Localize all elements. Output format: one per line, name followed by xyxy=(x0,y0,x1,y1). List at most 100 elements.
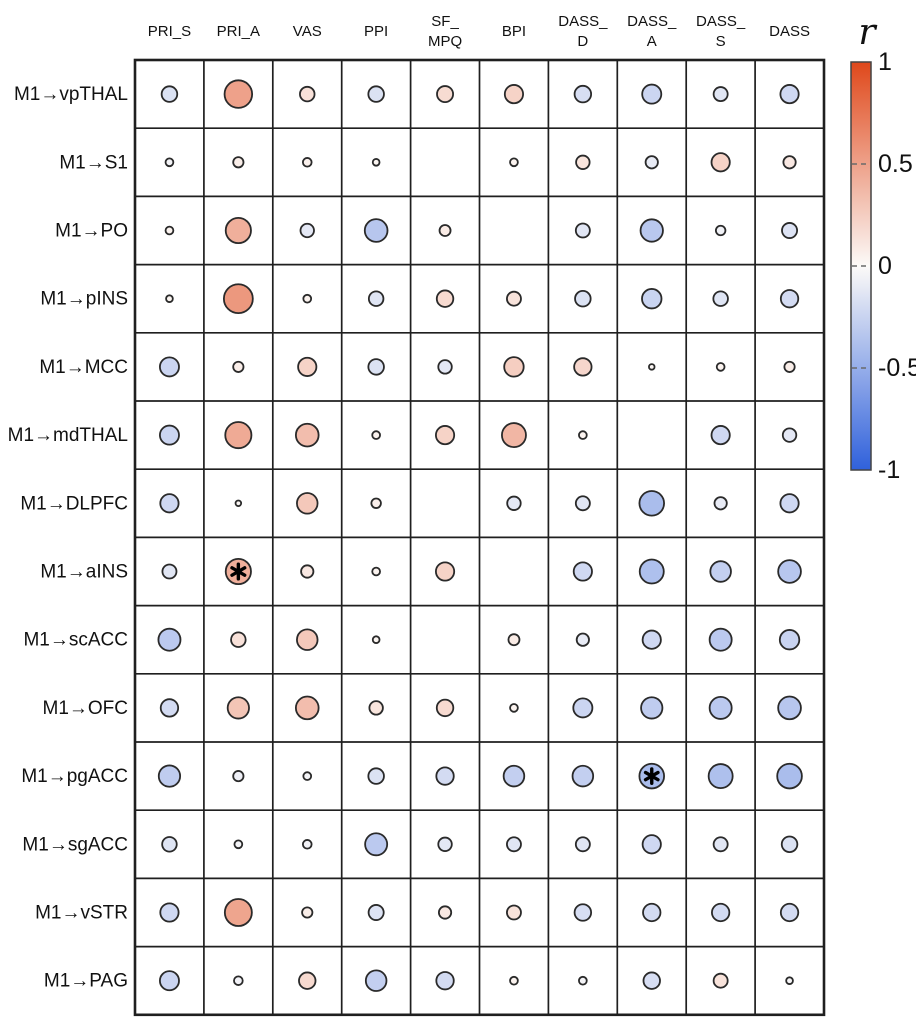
column-label: DASS_ A xyxy=(627,13,677,50)
correlation-bubble xyxy=(223,79,254,109)
column-label: DASS_ S xyxy=(696,13,746,50)
correlation-bubble xyxy=(158,356,180,378)
row-label: M1→S1 xyxy=(59,152,128,173)
correlation-bubble xyxy=(371,635,381,644)
correlation-bubble xyxy=(506,836,522,853)
correlation-bubble xyxy=(506,904,522,921)
correlation-bubble xyxy=(777,559,802,584)
correlation-bubble xyxy=(371,158,381,167)
correlation-bubble xyxy=(571,764,595,788)
correlation-bubble xyxy=(640,696,664,720)
correlation-bubble xyxy=(779,493,800,514)
correlation-bubble xyxy=(783,360,796,373)
correlation-bubble xyxy=(578,975,588,986)
row-label: M1→PAG xyxy=(44,971,128,992)
row-label: M1→vSTR xyxy=(35,903,128,924)
correlation-bubble xyxy=(642,971,661,990)
column-label: PPI xyxy=(364,23,388,40)
colorbar-tick-label: 0 xyxy=(878,252,892,280)
row-label: M1→scACC xyxy=(23,630,128,651)
column-label: DASS_ D xyxy=(558,13,608,50)
row-label: M1→vpTHAL xyxy=(14,84,128,105)
correlation-bubble xyxy=(707,763,734,790)
correlation-bubble xyxy=(157,627,182,652)
significance-asterisk xyxy=(230,566,247,577)
correlation-bubble xyxy=(437,836,453,852)
correlation-bubble xyxy=(710,425,731,446)
correlation-bubble xyxy=(435,425,456,446)
correlation-bubble xyxy=(371,430,381,440)
correlation-bubble xyxy=(708,695,733,720)
correlation-bubble xyxy=(641,288,663,310)
correlation-bubble xyxy=(502,764,526,788)
colorbar-title: r xyxy=(858,12,877,53)
correlation-bubble xyxy=(778,629,801,651)
correlation-bubble xyxy=(712,86,729,103)
correlation-bubble xyxy=(572,561,593,582)
row-label: M1→DLPFC xyxy=(20,493,128,514)
correlation-bubble xyxy=(782,155,797,170)
correlation-bubble xyxy=(509,703,519,713)
correlation-bubble xyxy=(233,839,244,850)
correlation-bubble xyxy=(224,216,252,245)
correlation-bubble xyxy=(712,290,729,307)
correlation-bubble xyxy=(711,902,731,923)
correlation-bubble xyxy=(435,289,455,308)
correlation-bubble xyxy=(226,696,250,720)
correlation-bubble xyxy=(224,421,253,450)
correlation-bubble xyxy=(644,155,659,170)
correlation-bubble xyxy=(364,969,388,992)
correlation-bubble xyxy=(785,976,794,985)
correlation-bubble xyxy=(715,362,726,372)
correlation-bubble xyxy=(161,563,178,580)
correlation-bubble xyxy=(230,631,247,648)
correlation-bubble xyxy=(435,561,456,582)
bubble-matrix xyxy=(133,58,826,1017)
correlation-bubble xyxy=(574,222,591,239)
correlation-bubble xyxy=(159,902,180,923)
correlation-bubble xyxy=(435,698,455,718)
correlation-bubble xyxy=(641,83,663,105)
correlation-bubble xyxy=(709,560,732,583)
correlation-bubble xyxy=(437,359,453,375)
correlation-bubble xyxy=(368,700,384,716)
row-label: M1→pINS xyxy=(40,289,128,310)
column-label: PRI_S xyxy=(148,23,191,40)
correlation-bubble xyxy=(158,970,180,992)
correlation-bubble xyxy=(779,902,800,923)
correlation-bubble xyxy=(164,157,175,168)
correlation-bubble xyxy=(638,558,665,585)
correlation-bubble xyxy=(503,84,524,105)
correlation-bubble xyxy=(301,906,314,919)
correlation-bubble xyxy=(575,154,591,170)
correlation-bubble xyxy=(158,424,180,446)
row-label: M1→aINS xyxy=(40,562,128,583)
column-headers: PRI_S PRI_A VAS PPI SF_ MPQ BPI DASS_ D DASS_ A DAS… xyxy=(148,13,810,50)
correlation-bubble xyxy=(641,834,662,855)
correlation-bubble xyxy=(232,156,245,169)
correlation-bubble xyxy=(710,152,731,173)
correlation-bubble xyxy=(302,293,313,304)
correlation-bubble xyxy=(370,497,382,509)
correlation-bubble xyxy=(302,771,313,781)
row-label: M1→OFC xyxy=(43,698,129,719)
correlation-bubble xyxy=(573,84,593,104)
row-label: M1→MCC xyxy=(39,357,128,378)
correlation-bubble xyxy=(779,289,800,309)
correlation-bubble xyxy=(573,903,593,922)
correlation-bubble xyxy=(574,836,591,853)
correlation-bubble xyxy=(363,218,389,243)
correlation-bubble xyxy=(294,695,320,721)
correlation-bubble xyxy=(298,971,317,990)
correlation-bubble xyxy=(164,225,175,236)
correlation-bubble xyxy=(712,836,729,853)
correlation-bubble xyxy=(507,633,521,647)
row-label: M1→mdTHAL xyxy=(8,425,128,446)
correlation-bubble xyxy=(777,695,802,721)
correlation-bubble xyxy=(367,358,385,376)
correlation-bubble xyxy=(160,85,179,103)
column-label: VAS xyxy=(293,23,322,40)
row-label: M1→PO xyxy=(55,221,128,242)
correlation-bubble xyxy=(781,427,798,443)
